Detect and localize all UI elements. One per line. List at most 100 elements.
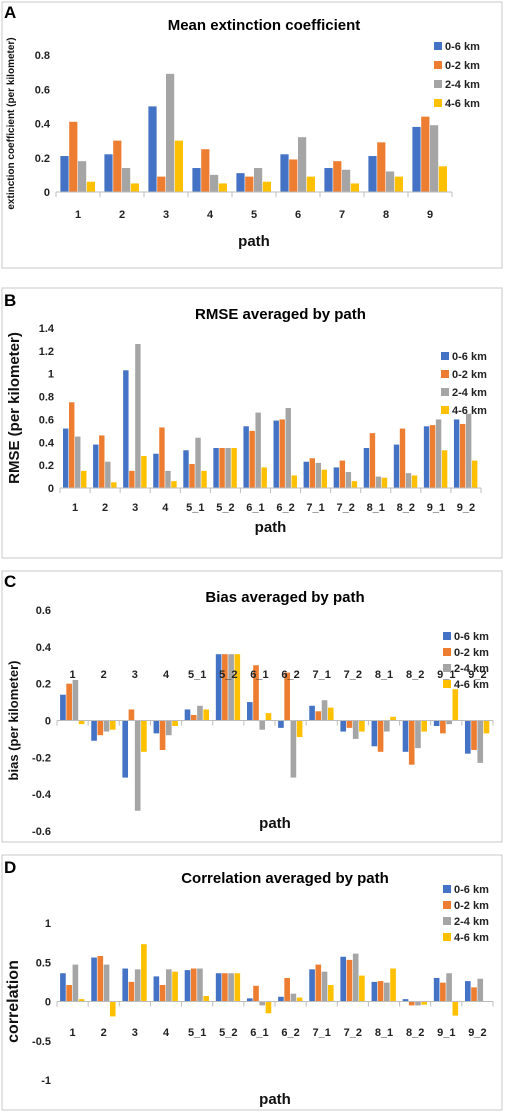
bar-2-4km-4 xyxy=(210,174,219,193)
x-axis-label: path xyxy=(259,815,291,832)
bar-4-6km-5_2 xyxy=(231,448,237,488)
x-tick-label: 5_2 xyxy=(216,502,234,514)
bar-0-6km-6_2 xyxy=(273,420,279,488)
bar-2-4km-8_2 xyxy=(415,720,421,749)
legend-swatch xyxy=(443,680,451,688)
bar-2-4km-6_1 xyxy=(259,720,266,730)
bar-0-6km-9_2 xyxy=(464,981,471,1002)
y-tick-label: 0.4 xyxy=(39,437,55,449)
y-tick-label: 0.2 xyxy=(39,460,54,472)
bar-0-2km-8_1 xyxy=(369,433,376,488)
bar-0-6km-7_1 xyxy=(309,969,315,1002)
bar-0-6km-2 xyxy=(91,720,97,741)
bar-0-6km-5_1 xyxy=(184,709,191,721)
bar-4-6km-5_2 xyxy=(234,973,241,1002)
bar-0-6km-1 xyxy=(60,156,69,192)
bar-4-6km-4 xyxy=(172,971,178,1002)
bar-4-6km-8_2 xyxy=(421,720,427,732)
bar-0-2km-8_2 xyxy=(399,428,406,488)
bar-2-4km-9_2 xyxy=(465,413,472,488)
bar-0-2km-2 xyxy=(97,955,104,1002)
bar-2-4km-2 xyxy=(122,168,131,192)
x-tick-label: 9_2 xyxy=(468,669,486,681)
x-axis-label: path xyxy=(238,233,270,250)
y-tick-label: 0 xyxy=(45,716,51,728)
chart-panel-c: C Bias averaged by path -0.6 -0.4 -0.2 0 0.2 0.… xyxy=(1,570,503,843)
bar-0-6km-8_1 xyxy=(371,981,378,1002)
bar-0-2km-9_2 xyxy=(459,424,466,488)
x-tick-label: 1 xyxy=(75,209,81,221)
bar-4-6km-7_1 xyxy=(327,985,334,1002)
x-tick-label: 8_2 xyxy=(397,502,415,514)
bar-4-6km-3 xyxy=(141,944,147,1002)
bar-0-2km-4 xyxy=(159,427,165,488)
bar-0-2km-2 xyxy=(99,435,105,488)
bar-0-2km-8_1 xyxy=(377,720,384,752)
legend-entry: 2-4 km xyxy=(445,79,480,91)
y-tick-label: -0.6 xyxy=(32,826,51,838)
bar-4-6km-9_1 xyxy=(452,689,459,721)
bar-0-6km-7_2 xyxy=(333,467,340,488)
bar-2-4km-6 xyxy=(298,137,307,192)
x-tick-label: 6_2 xyxy=(281,669,299,681)
bar-2-4km-6_2 xyxy=(290,720,297,778)
x-tick-label: 9 xyxy=(427,209,433,221)
legend-swatch xyxy=(434,42,442,50)
x-tick-label: 5_2 xyxy=(219,1027,237,1039)
bar-2-4km-5_1 xyxy=(197,705,203,721)
bar-0-2km-1 xyxy=(66,683,72,721)
bar-4-6km-7_1 xyxy=(321,469,328,488)
bar-0-6km-9_2 xyxy=(464,720,471,754)
bar-0-2km-7_1 xyxy=(309,458,315,488)
x-tick-label: 7_1 xyxy=(313,669,331,681)
bar-0-6km-5_2 xyxy=(213,448,219,488)
bar-4-6km-2 xyxy=(130,183,139,192)
bar-2-4km-1 xyxy=(72,964,79,1002)
x-tick-label: 5_1 xyxy=(186,502,204,514)
legend-entry: 0-6 km xyxy=(454,884,489,896)
legend-entry: 2-4 km xyxy=(454,916,489,928)
bar-0-2km-3 xyxy=(128,981,135,1002)
x-tick-label: 9_2 xyxy=(457,502,475,514)
x-tick-label: 2 xyxy=(119,209,125,221)
bar-0-2km-5_2 xyxy=(219,448,225,488)
bar-0-6km-4 xyxy=(192,168,201,192)
bar-0-2km-1 xyxy=(66,985,72,1002)
legend-swatch xyxy=(443,933,451,941)
bar-4-6km-2 xyxy=(109,720,116,730)
bar-0-6km-7 xyxy=(324,168,333,192)
bar-0-2km-5_1 xyxy=(189,464,195,488)
bar-0-2km-5 xyxy=(245,176,254,192)
bar-0-6km-3 xyxy=(123,370,129,488)
bar-0-2km-7_1 xyxy=(315,711,322,721)
bar-2-4km-5_2 xyxy=(225,448,231,488)
bar-0-6km-4 xyxy=(153,453,159,488)
bar-0-6km-5_1 xyxy=(183,450,189,488)
y-axis-label: bias (per kilometer) xyxy=(6,661,21,781)
bar-4-6km-4 xyxy=(171,481,177,488)
bar-0-6km-5 xyxy=(236,173,245,192)
y-tick-label: 0.8 xyxy=(39,392,54,404)
bar-0-6km-6_2 xyxy=(278,996,284,1002)
bar-4-6km-6_1 xyxy=(261,467,267,488)
bar-2-4km-4 xyxy=(166,720,172,736)
x-tick-label: 6_2 xyxy=(281,1027,299,1039)
x-tick-label: 1 xyxy=(72,502,78,514)
bar-4-6km-8_1 xyxy=(390,968,396,1002)
x-tick-label: 4 xyxy=(162,502,169,514)
x-tick-label: 9_2 xyxy=(468,1027,486,1039)
bar-0-6km-7_1 xyxy=(303,461,309,488)
bar-0-2km-6_2 xyxy=(279,419,285,488)
x-tick-label: 5_2 xyxy=(219,669,237,681)
y-tick-label: -0.4 xyxy=(32,789,52,801)
bar-0-2km-3 xyxy=(129,470,135,488)
bar-0-6km-4 xyxy=(153,976,160,1002)
bar-0-2km-9_2 xyxy=(471,720,477,750)
x-tick-label: 6 xyxy=(295,209,301,221)
legend-entry: 2-4 km xyxy=(452,387,487,399)
bar-2-4km-3 xyxy=(166,73,175,192)
bar-2-4km-8_1 xyxy=(384,982,390,1002)
legend-entry: 0-2 km xyxy=(452,369,487,381)
bar-0-6km-7_1 xyxy=(309,705,315,721)
